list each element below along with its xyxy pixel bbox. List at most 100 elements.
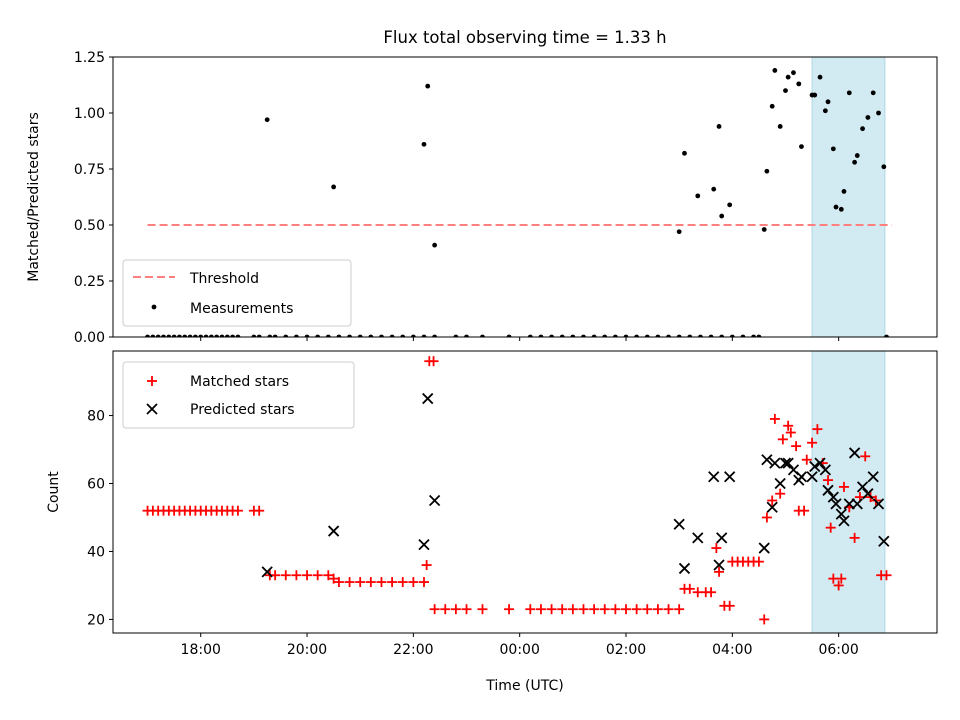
measurement-point [682, 150, 687, 156]
matched-star-point [440, 604, 451, 615]
measurement-point [655, 334, 661, 337]
y-tick-label: 1.00 [74, 106, 105, 122]
matched-star-point [825, 522, 836, 533]
measurement-point [219, 334, 225, 337]
matched-star-point [838, 481, 849, 492]
measurement-point [676, 229, 682, 235]
x-axis-label: Time (UTC) [485, 678, 563, 694]
matched-star-point [777, 434, 788, 445]
measurement-point [711, 186, 717, 192]
measurement-point [838, 206, 844, 212]
matched-star-point [355, 577, 366, 588]
measurement-point [591, 334, 597, 337]
measurement-point [740, 334, 746, 337]
matched-star-point [642, 604, 653, 615]
predicted-star-point [766, 501, 778, 513]
matched-star-point [706, 587, 717, 598]
measurement-point [336, 334, 342, 337]
measurement-point [421, 141, 427, 147]
matched-star-point [504, 604, 515, 615]
measurement-point [432, 334, 438, 337]
measurement-point [769, 103, 775, 109]
measurement-point [777, 124, 783, 129]
predicted-star-point [872, 498, 885, 510]
measurement-point [527, 334, 533, 337]
legend-predicted-swatch [146, 403, 158, 415]
matched-star-point [674, 604, 685, 615]
predicted-star-point [819, 464, 831, 476]
predicted-star-point [428, 494, 441, 507]
measurement-point [581, 334, 586, 337]
matched-star-point [312, 570, 323, 581]
measurement-point [171, 334, 177, 337]
matched-star-point [836, 573, 847, 584]
matched-star-point [759, 614, 770, 625]
x-tick-label: 00:00 [500, 642, 540, 658]
matched-star-point [599, 604, 610, 615]
matched-star-point [254, 505, 265, 516]
legend-box [122, 361, 355, 429]
x-tick-label: 22:00 [393, 642, 433, 658]
measurement-point [698, 334, 703, 337]
measurement-point [708, 334, 714, 337]
x-tick-labels: 18:00 20:00 22:00 00:00 02:00 04:00 06:00 [181, 633, 859, 658]
measurement-point [822, 108, 828, 114]
predicted-star-point [713, 559, 725, 571]
matched-star-point [775, 488, 786, 499]
measurement-point [283, 334, 289, 337]
matched-star-point [791, 441, 802, 452]
x-tick-label: 20:00 [287, 642, 327, 658]
matched-star-point [610, 604, 621, 615]
matched-star-point [783, 420, 794, 431]
matched-star-point [767, 495, 778, 506]
matched-star-point [860, 451, 871, 462]
matched-star-point [376, 577, 387, 588]
shaded-observing-window [811, 56, 886, 338]
predicted-star-point [422, 392, 434, 405]
measurement-point [235, 334, 241, 337]
predicted-star-point [261, 566, 273, 578]
matched-star-point [333, 577, 344, 588]
matched-star-point [807, 437, 818, 448]
matched-star-point [302, 570, 313, 581]
matched-star-point [291, 570, 302, 581]
y-tick-label: 40 [87, 544, 105, 560]
measurement-point [876, 110, 881, 116]
matched-star-point [408, 577, 419, 588]
matched-star-point [799, 505, 810, 516]
measurement-point [272, 334, 278, 337]
measurement-point [666, 334, 671, 337]
chart-title: Flux total observing time = 1.33 h [383, 28, 666, 47]
matched-star-point [578, 604, 589, 615]
measurement-point [251, 334, 257, 337]
matched-star-point [785, 427, 796, 438]
predicted-star-point [806, 471, 818, 483]
measurement-point [602, 334, 608, 337]
measurement-point [751, 334, 756, 337]
predicted-star-point [673, 518, 685, 530]
measurement-point [612, 334, 618, 337]
predicted-star-point [782, 457, 794, 469]
matched-star-point [567, 604, 578, 615]
predicted-star-point [774, 477, 786, 490]
measurement-point [145, 334, 150, 337]
matched-star-point [450, 604, 461, 615]
matched-star-point [525, 604, 536, 615]
shaded-observing-window [811, 350, 886, 634]
predicted-star-point [851, 498, 863, 510]
predicted-star-point [856, 481, 869, 493]
measurement-point [852, 159, 857, 165]
legend-measurement-swatch [151, 304, 157, 310]
matched-star-point [428, 356, 439, 367]
measurement-point [150, 334, 156, 337]
measurement-point [177, 334, 182, 337]
predicted-star-point [862, 488, 874, 500]
predicted-star-point [848, 447, 861, 459]
legend-threshold-label: Threshold [189, 271, 259, 287]
matched-star-point [421, 560, 432, 571]
matched-star-point [812, 424, 823, 435]
measurement-point [884, 334, 889, 337]
measurement-point [634, 334, 640, 337]
measurement-point [464, 334, 469, 337]
